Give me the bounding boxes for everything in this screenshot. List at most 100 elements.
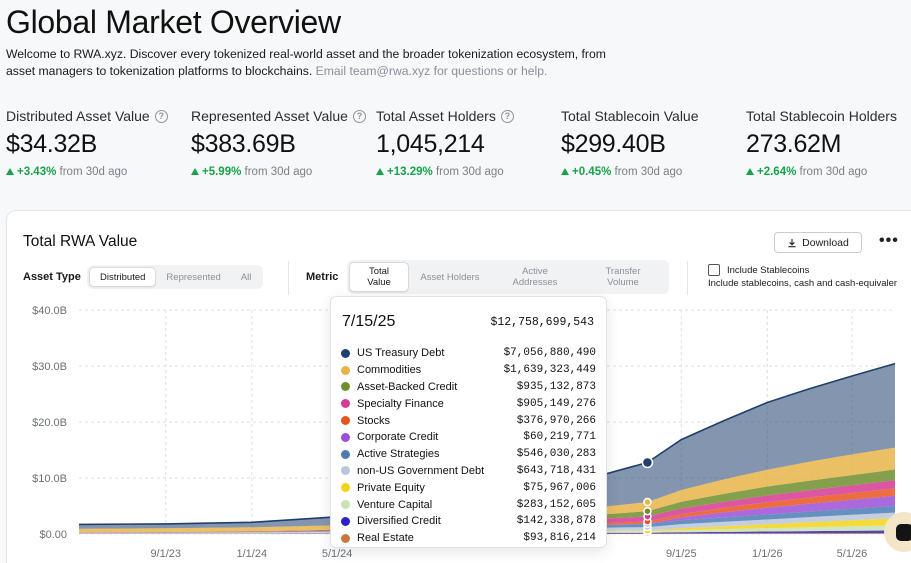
- tooltip-total: $12,758,699,543: [490, 316, 594, 329]
- tooltip-row: Stocks $376,970,266: [341, 412, 596, 429]
- info-icon[interactable]: ?: [154, 109, 168, 123]
- tooltip-series-name: non-US Government Debt: [357, 464, 485, 477]
- stat-total-asset-holders: Total Asset Holders? 1,045,214 +13.29% f…: [376, 108, 514, 178]
- legend-dot: [341, 483, 350, 493]
- tooltip-row: Commodities $1,639,323,449: [341, 362, 596, 379]
- asset-type-label: Asset Type: [23, 271, 81, 283]
- control-divider: [288, 261, 289, 295]
- asset-type-represented[interactable]: Represented: [166, 271, 221, 283]
- legend-dot: [341, 416, 350, 426]
- legend-dot: [341, 365, 350, 375]
- tooltip-series-name: Commodities: [357, 364, 422, 377]
- page-intro: Welcome to RWA.xyz. Discover every token…: [6, 46, 606, 80]
- stat-value: 273.62M: [746, 130, 842, 158]
- download-icon: [788, 238, 796, 247]
- more-options-button[interactable]: •••: [879, 232, 899, 249]
- include-stablecoins-checkbox[interactable]: [708, 264, 720, 276]
- stat-value: $299.40B: [561, 130, 666, 158]
- tooltip-series-value: $1,639,323,449: [503, 364, 596, 377]
- stat-change: +2.64% from 30d ago: [746, 166, 897, 178]
- legend-dot: [341, 449, 350, 459]
- stat-represented-asset-value: Represented Asset Value? $383.69B +5.99%…: [191, 108, 366, 178]
- info-icon[interactable]: ?: [500, 109, 514, 123]
- metric-total-value[interactable]: Total Value: [349, 262, 409, 292]
- stat-value: $383.69B: [191, 130, 296, 158]
- tooltip-row: Asset-Backed Credit $935,132,873: [341, 379, 596, 396]
- tooltip-series-value: $142,338,878: [516, 515, 596, 528]
- legend-dot: [341, 399, 350, 409]
- metric-transfer-volume[interactable]: Transfer Volume: [605, 266, 641, 288]
- stat-change: +0.45% from 30d ago: [561, 166, 699, 178]
- tooltip-rows: US Treasury Debt $7,056,880,490 Commoditie…: [341, 345, 596, 547]
- tooltip-series-value: $7,056,880,490: [503, 347, 596, 360]
- metric-toggle: Total Value Asset Holders Active Address…: [347, 260, 669, 294]
- tooltip-series-value: $75,967,006: [523, 481, 596, 494]
- chat-launcher-button[interactable]: [884, 512, 911, 552]
- intro-text: Welcome to RWA.xyz. Discover every token…: [6, 47, 606, 78]
- metric-active-addresses[interactable]: Active Addresses: [512, 266, 558, 288]
- tooltip-series-value: $60,219,771: [523, 431, 596, 444]
- legend-dot: [341, 432, 350, 442]
- tooltip-row: Venture Capital $283,152,605: [341, 496, 596, 513]
- stat-total-stablecoin-holders: Total Stablecoin Holders 273.62M +2.64% …: [746, 108, 897, 178]
- tooltip-series-name: Real Estate: [357, 532, 414, 545]
- card-title: Total RWA Value: [23, 233, 138, 250]
- stat-value: 1,045,214: [376, 130, 485, 158]
- tooltip-series-value: $283,152,605: [516, 498, 596, 511]
- asset-type-toggle: Distributed Represented All: [87, 265, 264, 289]
- include-stablecoins-description: Include stablecoins, cash and cash-equiv…: [708, 278, 898, 289]
- chart-tooltip: 7/15/25 $12,758,699,543 US Treasury Debt…: [330, 296, 607, 548]
- tooltip-series-value: $643,718,431: [516, 464, 596, 477]
- stat-label: Represented Asset Value: [191, 108, 348, 124]
- metric-label: Metric: [306, 271, 339, 283]
- tooltip-series-value: $376,970,266: [516, 414, 596, 427]
- tooltip-date: 7/15/25: [342, 313, 396, 330]
- arrow-up-icon: [6, 168, 14, 175]
- tooltip-row: Diversified Credit $142,338,878: [341, 513, 596, 530]
- asset-type-all[interactable]: All: [240, 271, 252, 283]
- tooltip-row: non-US Government Debt $643,718,431: [341, 463, 596, 480]
- legend-dot: [341, 348, 350, 358]
- info-icon[interactable]: ?: [352, 109, 366, 123]
- chat-icon: [895, 523, 911, 541]
- tooltip-row: Private Equity $75,967,006: [341, 479, 596, 496]
- tooltip-row: Real Estate $93,816,214: [341, 530, 596, 547]
- tooltip-row: Active Strategies $546,030,283: [341, 446, 596, 463]
- intro-contact[interactable]: Email team@rwa.xyz for questions or help…: [315, 64, 548, 78]
- download-button[interactable]: Download: [774, 232, 862, 253]
- arrow-up-icon: [746, 168, 754, 175]
- stat-change: +5.99% from 30d ago: [191, 166, 366, 178]
- tooltip-series-name: Diversified Credit: [357, 515, 441, 528]
- metric-asset-holders[interactable]: Asset Holders: [420, 271, 480, 283]
- stat-label: Distributed Asset Value: [6, 108, 150, 124]
- stat-change: +13.29% from 30d ago: [376, 166, 514, 178]
- tooltip-row: Corporate Credit $60,219,771: [341, 429, 596, 446]
- tooltip-series-name: Asset-Backed Credit: [357, 380, 458, 393]
- stat-value: $34.32B: [6, 130, 98, 158]
- tooltip-row: US Treasury Debt $7,056,880,490: [341, 345, 596, 362]
- page-title: Global Market Overview: [6, 4, 341, 40]
- stat-label: Total Asset Holders: [376, 108, 496, 124]
- legend-dot: [341, 500, 350, 510]
- arrow-up-icon: [376, 168, 384, 175]
- arrow-up-icon: [561, 168, 569, 175]
- arrow-up-icon: [191, 168, 199, 175]
- legend-dot: [341, 533, 350, 543]
- control-divider: [687, 261, 688, 295]
- tooltip-series-value: $935,132,873: [516, 380, 596, 393]
- legend-dot: [341, 382, 350, 392]
- tooltip-series-name: Specialty Finance: [357, 397, 444, 410]
- tooltip-series-name: Corporate Credit: [357, 431, 439, 444]
- include-stablecoins-label: Include Stablecoins: [727, 265, 810, 276]
- legend-dot: [341, 466, 350, 476]
- tooltip-row: Specialty Finance $905,149,276: [341, 395, 596, 412]
- tooltip-series-name: US Treasury Debt: [357, 347, 445, 360]
- tooltip-series-value: $546,030,283: [516, 448, 596, 461]
- stat-distributed-asset-value: Distributed Asset Value? $34.32B +3.43% …: [6, 108, 168, 178]
- tooltip-series-value: $905,149,276: [516, 397, 596, 410]
- tooltip-series-name: Stocks: [357, 414, 391, 427]
- tooltip-series-name: Active Strategies: [357, 448, 440, 461]
- legend-dot: [341, 516, 350, 526]
- stat-total-stablecoin-value: Total Stablecoin Value $299.40B +0.45% f…: [561, 108, 699, 178]
- asset-type-distributed[interactable]: Distributed: [89, 267, 157, 287]
